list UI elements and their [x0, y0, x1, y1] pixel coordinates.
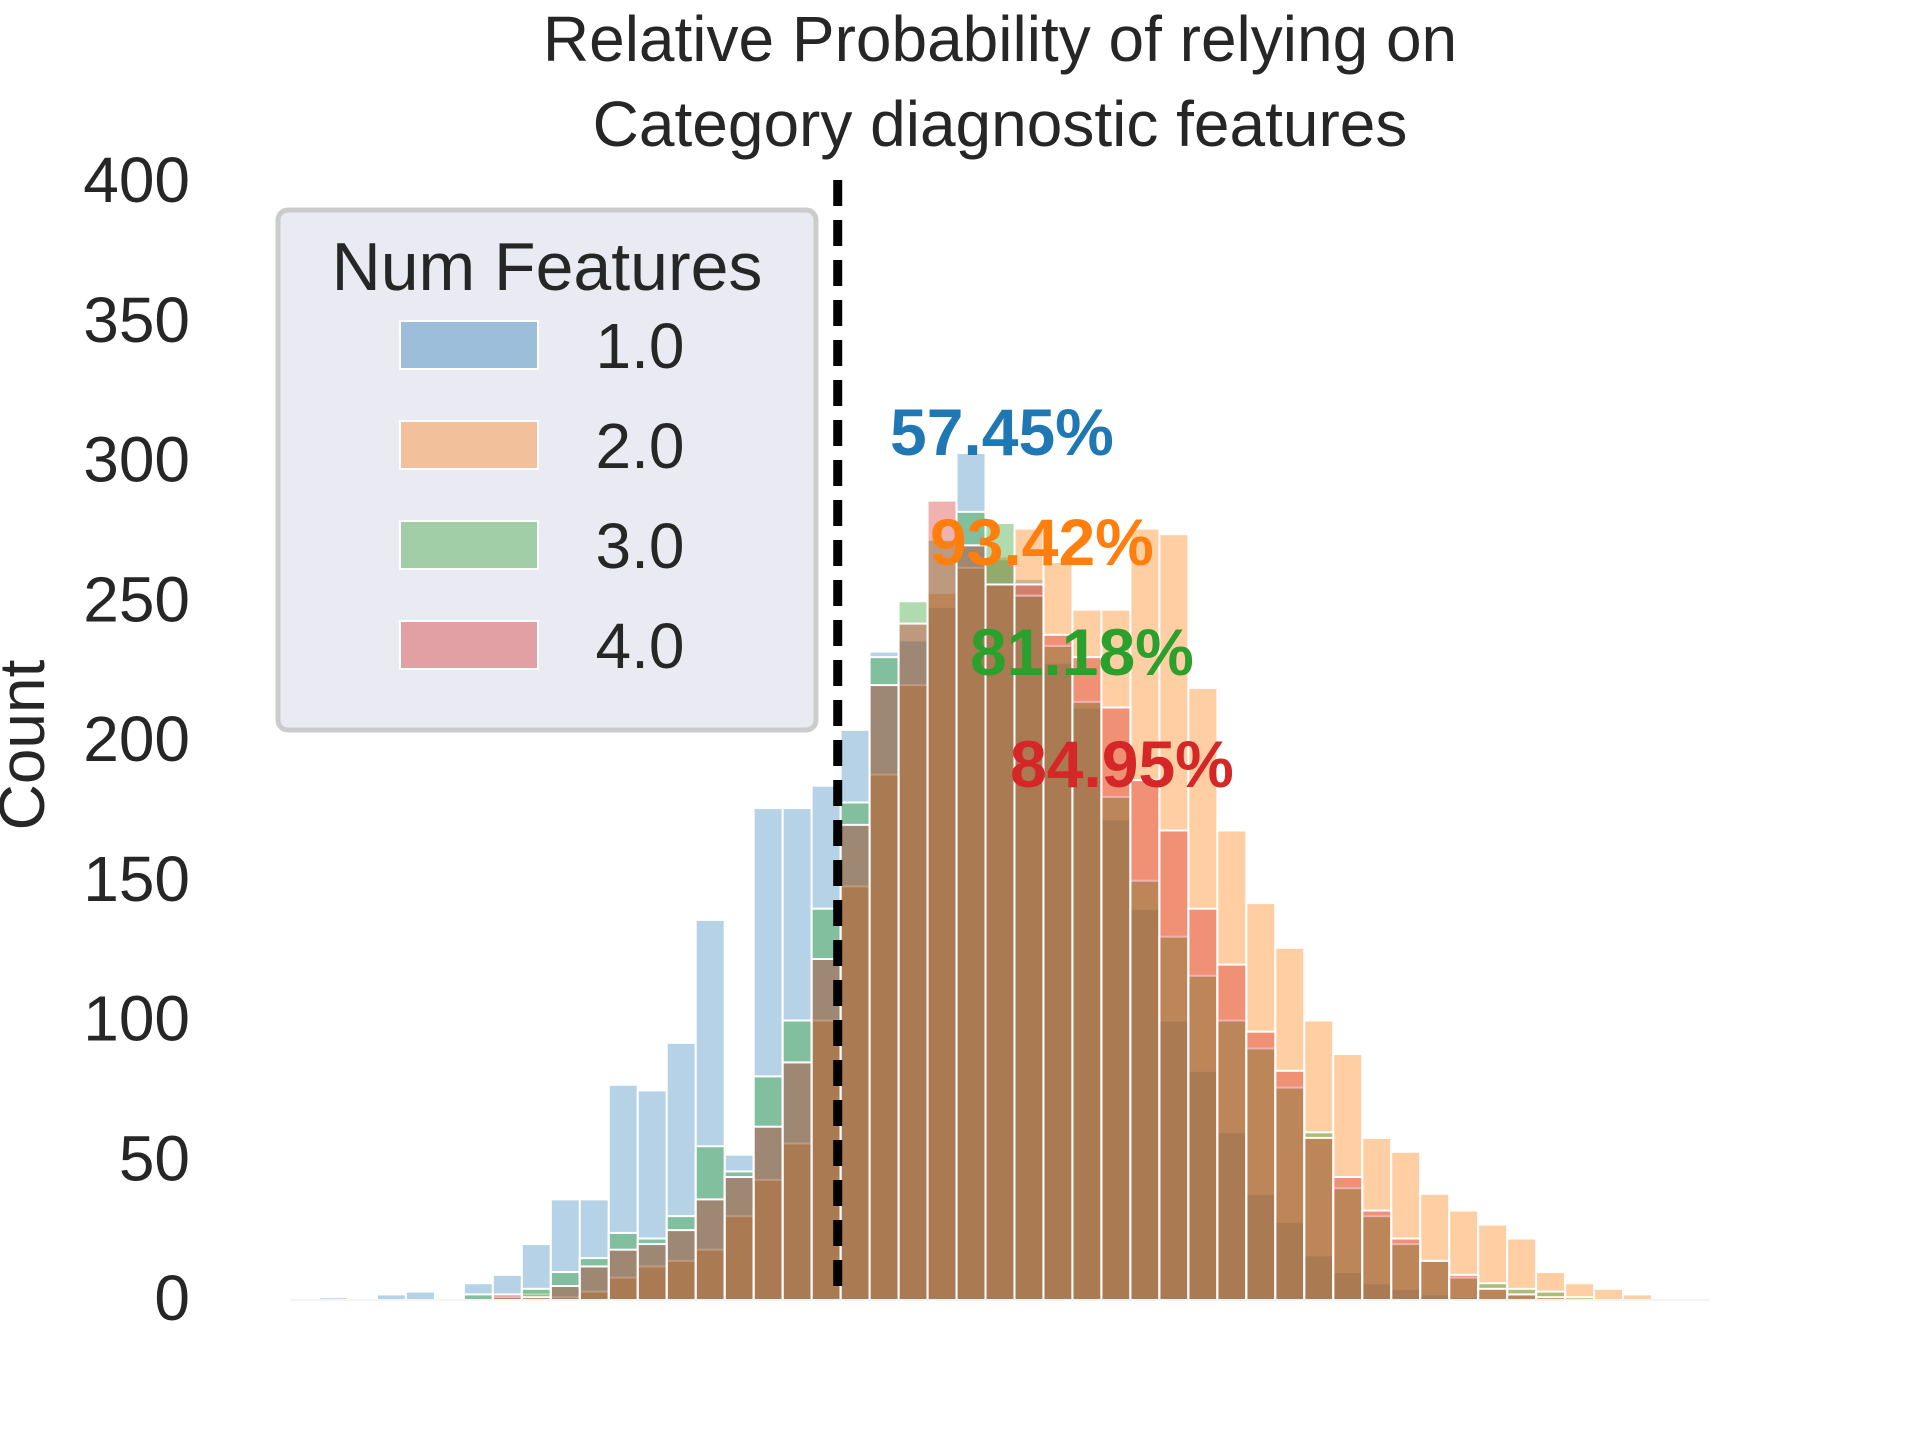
bar-series-2.0: [955, 566, 987, 1301]
bar-series-4.0: [665, 1229, 697, 1301]
y-tick-label: 200: [83, 703, 190, 775]
bar-series-2.0: [1593, 1287, 1625, 1301]
bar-series-3.0: [868, 656, 900, 1301]
bar-series-1.0: [665, 1041, 697, 1301]
legend-swatch-1.0: [399, 320, 539, 370]
y-tick-label: 300: [83, 424, 190, 496]
bar-series-4.0: [1332, 1176, 1364, 1302]
bar-series-1.0: [984, 558, 1016, 1301]
y-tick-label: 350: [83, 284, 190, 356]
bar-series-3.0: [1129, 879, 1161, 1301]
y-tick-label: 50: [119, 1122, 190, 1194]
bar-series-4.0: [1477, 1287, 1509, 1301]
bar-series-3.0: [1100, 795, 1132, 1302]
bar-series-4.0: [1245, 1030, 1277, 1302]
bar-series-4.0: [1187, 907, 1219, 1301]
bar-series-3.0: [1274, 1086, 1306, 1301]
bar-series-4.0: [694, 1198, 726, 1302]
bar-series-2.0: [1390, 1150, 1422, 1301]
bar-series-1.0: [404, 1290, 436, 1301]
bar-series-4.0: [1216, 963, 1248, 1301]
bar-series-4.0: [1158, 829, 1190, 1301]
bar-series-4.0: [549, 1285, 581, 1302]
y-tick-label: 0: [154, 1262, 190, 1334]
bar-series-4.0: [636, 1243, 668, 1301]
chart-title-line-2: Category diagnostic features: [593, 88, 1408, 160]
bar-series-1.0: [694, 918, 726, 1301]
legend-label-2.0: 2.0: [596, 410, 685, 482]
bar-series-1.0: [1013, 577, 1045, 1301]
bar-series-4.0: [897, 622, 929, 1301]
bar-series-1.0: [897, 639, 929, 1301]
bar-series-4.0: [578, 1265, 610, 1301]
bar-series-4.0: [1013, 583, 1045, 1301]
bar-series-2.0: [897, 684, 929, 1301]
bar-series-2.0: [1477, 1223, 1509, 1302]
bar-series-4.0: [1129, 779, 1161, 1301]
legend-label-1.0: 1.0: [596, 310, 685, 382]
bar-series-1.0: [955, 452, 987, 1301]
annotation-series-2.0: 93.42%: [930, 505, 1154, 579]
bar-series-4.0: [723, 1176, 755, 1302]
y-axis-label: Count: [0, 659, 58, 830]
bar-series-4.0: [1361, 1209, 1393, 1302]
annotation-series-3.0: 81.18%: [970, 615, 1194, 689]
bar-series-2.0: [1071, 608, 1103, 1301]
bar-series-4.0: [926, 499, 958, 1301]
bar-series-3.0: [984, 521, 1016, 1301]
y-tick-label: 100: [83, 983, 190, 1055]
histogram-bars: [290, 452, 1710, 1302]
bar-series-2.0: [984, 555, 1016, 1301]
bar-series-4.0: [1448, 1273, 1480, 1301]
bar-series-1.0: [491, 1273, 523, 1301]
y-tick-label: 250: [83, 563, 190, 635]
bar-series-2.0: [1158, 533, 1190, 1301]
legend-box: [275, 207, 819, 733]
legend[interactable]: Num Features 1.0 2.0 3.0 4.0: [275, 207, 819, 733]
bar-series-2.0: [1303, 1019, 1335, 1301]
bar-series-4.0: [1071, 656, 1103, 1301]
y-axis-ticks: 0 50 100 150 200 250 300 350 400: [83, 144, 190, 1334]
bar-series-1.0: [1245, 1192, 1277, 1302]
bar-series-4.0: [607, 1248, 639, 1301]
y-tick-label: 150: [83, 843, 190, 915]
bar-series-2.0: [781, 1142, 813, 1301]
y-tick-label: 400: [83, 144, 190, 216]
bar-series-2.0: [1535, 1271, 1567, 1302]
legend-title: Num Features: [332, 229, 763, 305]
bar-series-4.0: [839, 823, 871, 1301]
bar-series-4.0: [1303, 1136, 1335, 1302]
bar-series-4.0: [984, 583, 1016, 1301]
bar-series-4.0: [810, 958, 842, 1301]
bar-series-2.0: [868, 773, 900, 1301]
legend-swatch-4.0: [399, 620, 539, 670]
bar-series-1.0: [868, 650, 900, 1301]
legend-swatch-3.0: [399, 520, 539, 570]
chart-title-line-1: Relative Probability of relying on: [543, 3, 1457, 75]
legend-label-3.0: 3.0: [596, 510, 685, 582]
percentage-annotations: 57.45% 93.42% 81.18% 84.95%: [890, 395, 1234, 801]
legend-swatch-2.0: [399, 420, 539, 470]
bar-series-4.0: [1274, 1069, 1306, 1302]
bar-series-4.0: [868, 684, 900, 1301]
bar-series-4.0: [781, 1061, 813, 1302]
bar-series-1.0: [636, 1089, 668, 1301]
bar-series-4.0: [1042, 633, 1074, 1301]
annotation-series-4.0: 84.95%: [1010, 727, 1234, 801]
bar-series-2.0: [1274, 946, 1306, 1302]
legend-label-4.0: 4.0: [596, 610, 685, 682]
bar-series-4.0: [752, 1125, 784, 1301]
bar-series-1.0: [1187, 1069, 1219, 1302]
bar-series-4.0: [1419, 1259, 1451, 1301]
bar-series-4.0: [1390, 1237, 1422, 1302]
annotation-series-1.0: 57.45%: [890, 395, 1114, 469]
